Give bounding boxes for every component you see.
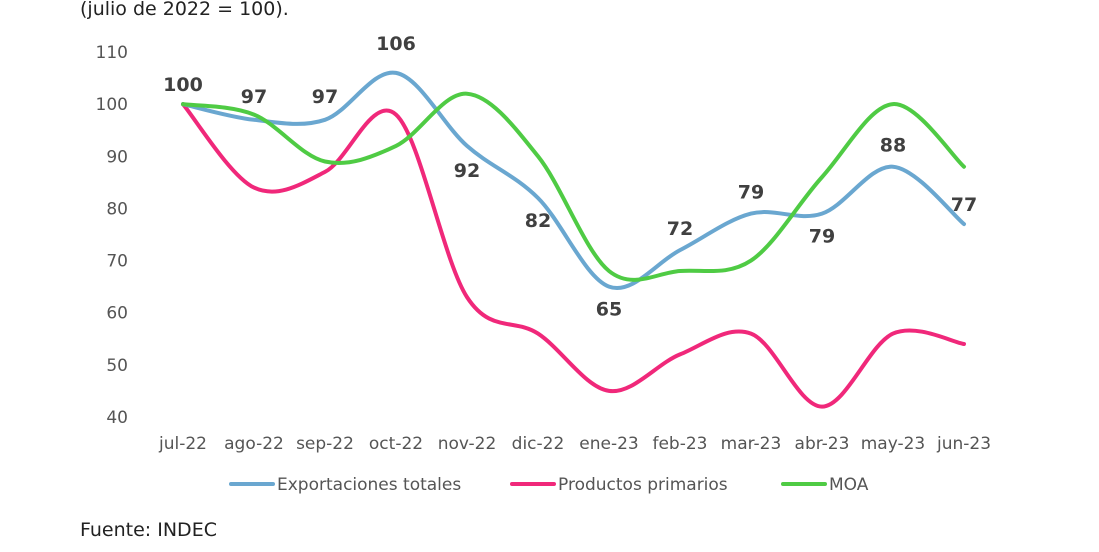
x-tick-label: dic-22 <box>512 434 565 454</box>
data-label: 72 <box>667 218 693 240</box>
data-label: 65 <box>596 299 622 321</box>
y-tick-label: 80 <box>106 199 128 219</box>
data-label: 79 <box>809 226 835 248</box>
y-tick-label: 100 <box>96 95 128 115</box>
series-lines <box>181 70 966 409</box>
y-tick-label: 60 <box>106 304 128 324</box>
legend-label: Exportaciones totales <box>277 475 461 495</box>
data-label: 82 <box>525 210 551 232</box>
x-tick-label: nov-22 <box>438 434 497 454</box>
x-tick-label: may-23 <box>861 434 926 454</box>
productos-primarios-line <box>181 102 966 409</box>
data-labels: 100 97 97 106 92 82 65 72 79 79 88 77 <box>163 33 977 321</box>
moa-line <box>181 91 966 282</box>
y-tick-label: 50 <box>106 356 128 376</box>
x-tick-label: jul-22 <box>158 434 207 454</box>
x-tick-label: ago-22 <box>224 434 284 454</box>
y-axis: 110 100 90 80 70 60 50 40 <box>96 43 128 428</box>
x-tick-label: abr-23 <box>795 434 850 454</box>
data-label: 77 <box>951 194 977 216</box>
x-tick-label: sep-22 <box>296 434 354 454</box>
data-label: 97 <box>312 86 338 108</box>
x-tick-label: feb-23 <box>652 434 707 454</box>
y-tick-label: 40 <box>106 408 128 428</box>
x-axis: jul-22 ago-22 sep-22 oct-22 nov-22 dic-22 ene-… <box>158 434 991 454</box>
data-label: 106 <box>376 33 416 55</box>
x-tick-label: oct-22 <box>369 434 423 454</box>
data-label: 92 <box>454 160 480 182</box>
data-label: 88 <box>880 135 906 157</box>
y-tick-label: 90 <box>106 147 128 167</box>
source-note: Fuente: INDEC <box>80 519 217 541</box>
x-tick-label: jun-23 <box>936 434 991 454</box>
data-label: 79 <box>738 182 764 204</box>
data-label: 97 <box>241 86 267 108</box>
y-tick-label: 70 <box>106 252 128 272</box>
data-label: 100 <box>163 74 203 96</box>
x-tick-label: mar-23 <box>721 434 782 454</box>
y-tick-label: 110 <box>96 43 128 63</box>
x-tick-label: ene-23 <box>579 434 638 454</box>
legend-label: MOA <box>829 475 869 495</box>
legend: Exportaciones totales Productos primarios… <box>229 475 869 495</box>
chart-subtitle: (julio de 2022 = 100). <box>80 0 289 20</box>
legend-label: Productos primarios <box>558 475 728 495</box>
exportaciones-totales-line <box>181 70 966 291</box>
